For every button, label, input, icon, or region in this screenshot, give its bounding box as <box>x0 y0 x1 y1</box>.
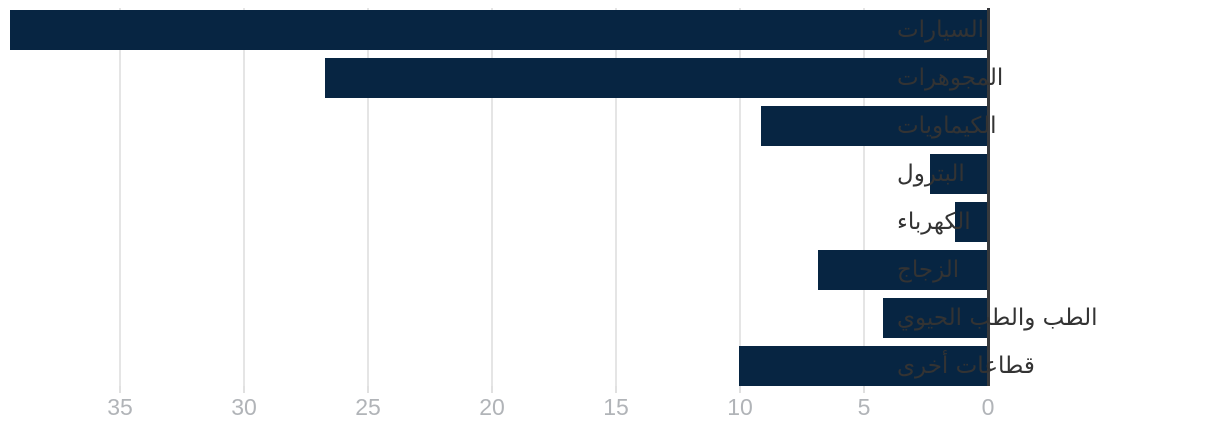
bar-1 <box>325 58 987 98</box>
zero-axis-line <box>987 8 990 386</box>
bar-4 <box>955 202 987 242</box>
bar-6 <box>883 298 987 338</box>
x-tick-label: 5 <box>857 394 871 420</box>
x-tick-label: 10 <box>727 394 753 420</box>
gridline <box>491 8 493 386</box>
x-tick-label: 15 <box>603 394 629 420</box>
bar-5 <box>818 250 987 290</box>
x-tick-label: 0 <box>981 394 995 420</box>
x-tick-mark <box>491 386 493 393</box>
category-label-3: البترول <box>897 161 965 187</box>
x-tick-mark <box>739 386 741 393</box>
x-tick-mark <box>243 386 245 393</box>
gridline <box>615 8 617 386</box>
category-label-0: السيارات <box>897 17 985 43</box>
bar-7 <box>739 346 987 386</box>
gridline <box>863 8 865 386</box>
category-label-1: المجوهرات <box>897 65 1004 91</box>
gridline <box>739 8 741 386</box>
category-label-4: الكهرباء <box>897 209 971 235</box>
category-label-2: الكيماويات <box>897 113 997 139</box>
category-label-6: الطب والطب الحيوي <box>897 305 1098 331</box>
bar-0 <box>10 10 987 50</box>
bar-2 <box>761 106 987 146</box>
x-tick-label: 35 <box>107 394 133 420</box>
x-tick-label: 20 <box>479 394 505 420</box>
x-tick-mark <box>615 386 617 393</box>
gridline <box>243 8 245 386</box>
x-tick-mark <box>367 386 369 393</box>
bar-3 <box>930 154 987 194</box>
x-tick-label: 25 <box>355 394 381 420</box>
gridline <box>119 8 121 386</box>
category-label-7: قطاعات أخرى <box>897 353 1035 379</box>
x-tick-label: 30 <box>231 394 257 420</box>
x-tick-mark <box>863 386 865 393</box>
category-label-5: الزجاج <box>897 257 960 283</box>
gridline <box>367 8 369 386</box>
x-tick-mark <box>119 386 121 393</box>
